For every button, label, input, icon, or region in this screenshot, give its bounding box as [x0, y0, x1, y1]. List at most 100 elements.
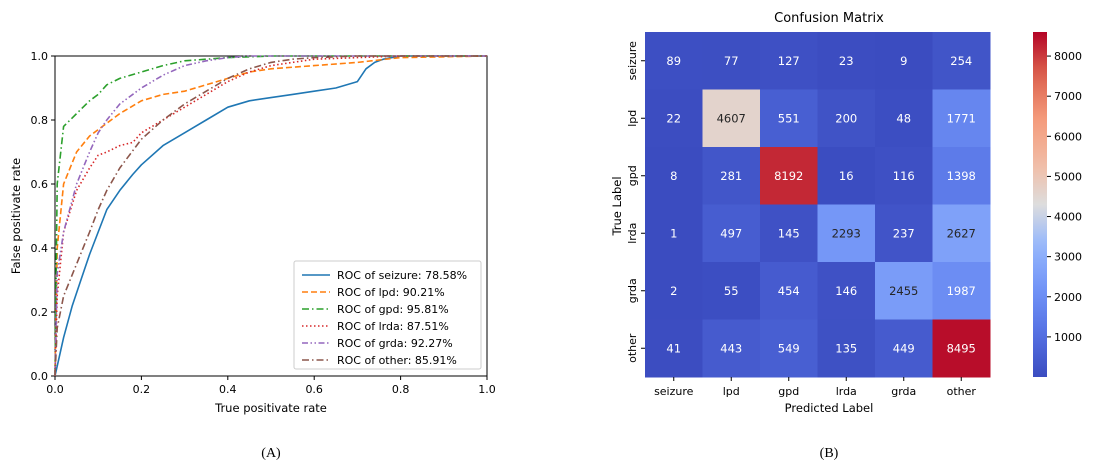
matrix-cell — [932, 319, 991, 378]
matrix-cell-value: 2293 — [832, 226, 861, 240]
matrix-cell-value: 77 — [724, 54, 739, 68]
matrix-cell-value: 145 — [778, 226, 800, 240]
matrix-cell — [875, 262, 933, 320]
roc-chart: 0.0 0.2 0.4 0.6 0.8 1.0 0.0 0.2 0.4 0.6 0.8 1.0 Tru… — [9, 50, 496, 461]
colorbar-tick-label: 7000 — [1054, 90, 1082, 103]
matrix-cell — [817, 32, 876, 90]
matrix-cell-value: 16 — [839, 169, 854, 183]
matrix-cell-value: 41 — [666, 341, 681, 355]
x-category-label: lrda — [836, 385, 857, 398]
matrix-cell-value: 2455 — [889, 284, 918, 298]
matrix-cell — [645, 89, 703, 148]
legend-entry-label: ROC of lrda: 87.51% — [337, 320, 449, 333]
matrix-cell — [875, 204, 933, 263]
y-tick-label: 0.8 — [31, 114, 49, 127]
matrix-cell — [760, 262, 818, 320]
y-tick-label: 0.0 — [31, 370, 49, 383]
matrix-cell-value: 8 — [670, 169, 677, 183]
matrix-cell-value: 135 — [835, 341, 857, 355]
y-category-label: grda — [626, 278, 639, 303]
matrix-cell — [932, 32, 991, 90]
matrix-cell — [932, 204, 991, 263]
colorbar-tick-label: 2000 — [1054, 291, 1082, 304]
matrix-cell — [875, 147, 933, 205]
matrix-cell — [817, 204, 876, 263]
matrix-cell — [645, 204, 703, 263]
x-tick-label: 0.8 — [392, 383, 410, 396]
matrix-cell-value: 1398 — [947, 169, 976, 183]
matrix-cell — [817, 89, 876, 148]
matrix-cell-value: 55 — [724, 284, 739, 298]
matrix-cell-value: 89 — [666, 54, 681, 68]
panel-label-b: (B) — [820, 446, 839, 461]
matrix-cell — [760, 319, 818, 378]
matrix-cell — [702, 204, 761, 263]
x-category-label: grda — [891, 385, 916, 398]
colorbar-tick-label: 5000 — [1054, 170, 1082, 183]
cm-y-axis-label: True Label — [610, 176, 624, 236]
matrix-cell — [645, 32, 703, 90]
matrix-cell-value: 443 — [720, 341, 742, 355]
matrix-cell-value: 146 — [835, 284, 857, 298]
matrix-cell-value: 551 — [778, 111, 800, 125]
x-tick-label: 1.0 — [478, 383, 496, 396]
matrix-cell — [817, 262, 876, 320]
x-category-label: other — [947, 385, 977, 398]
legend-entry-label: ROC of seizure: 78.58% — [337, 269, 467, 282]
matrix-cell — [702, 147, 761, 205]
y-category-label: seizure — [626, 41, 639, 81]
matrix-cell — [702, 262, 761, 320]
roc-series-line — [54, 55, 487, 377]
matrix-cell-value: 48 — [896, 111, 911, 125]
matrix-cell-value: 127 — [778, 54, 800, 68]
x-tick-label: 0.2 — [133, 383, 151, 396]
y-tick-label: 0.6 — [31, 178, 49, 191]
roc-y-axis-label: False positivate rate — [9, 158, 23, 274]
x-tick-label: 0.6 — [305, 383, 323, 396]
matrix-cell — [760, 32, 818, 90]
legend-entry-label: ROC of grda: 92.27% — [337, 337, 453, 350]
matrix-cell-value: 8192 — [774, 169, 803, 183]
colorbar-tick-label: 8000 — [1054, 50, 1082, 63]
matrix-cell-value: 549 — [778, 341, 800, 355]
matrix-cell-value: 2 — [670, 284, 677, 298]
matrix-cell-value: 116 — [893, 169, 915, 183]
colorbar-tick-label: 6000 — [1054, 130, 1082, 143]
matrix-cell — [817, 319, 876, 378]
x-tick-label: 0.0 — [46, 383, 64, 396]
y-category-label: gpd — [626, 165, 639, 186]
roc-legend: ROC of seizure: 78.58% ROC of lpd: 90.21%… — [293, 260, 482, 370]
matrix-cell — [932, 89, 991, 148]
legend-entry-label: ROC of lpd: 90.21% — [337, 286, 445, 299]
matrix-cell-value: 23 — [839, 54, 854, 68]
matrix-cell-value: 1987 — [947, 284, 976, 298]
matrix-cell — [760, 89, 818, 148]
roc-series-line — [54, 55, 487, 377]
roc-x-axis-label: True positivate rate — [214, 401, 327, 415]
colorbar-tick-label: 3000 — [1054, 251, 1082, 264]
matrix-cell-value: 9 — [900, 54, 907, 68]
matrix-cell-value: 449 — [893, 341, 915, 355]
matrix-cell — [875, 319, 933, 378]
matrix-cell — [645, 319, 703, 378]
legend-box — [293, 260, 482, 370]
matrix-cell-value: 281 — [720, 169, 742, 183]
matrix-cell-value: 2627 — [947, 226, 976, 240]
x-category-label: gpd — [778, 385, 799, 398]
roc-series-line — [54, 55, 488, 377]
matrix-cell-value: 1771 — [947, 111, 976, 125]
colorbar-tick-label: 1000 — [1054, 331, 1082, 344]
x-category-label: lpd — [723, 385, 740, 398]
matrix-cell — [702, 32, 761, 90]
y-category-label: lpd — [626, 110, 639, 127]
matrix-cell-value: 254 — [950, 54, 972, 68]
roc-series-line — [54, 55, 487, 377]
matrix-cell-value: 454 — [778, 284, 800, 298]
y-category-label: other — [626, 333, 639, 363]
colorbar: 1000 2000 3000 4000 5000 6000 7000 8000 — [1033, 32, 1082, 377]
matrix-cell-value: 22 — [666, 111, 681, 125]
matrix-cell — [760, 147, 818, 205]
matrix-cell — [645, 262, 703, 320]
legend-entry-label: ROC of other: 85.91% — [337, 354, 457, 367]
